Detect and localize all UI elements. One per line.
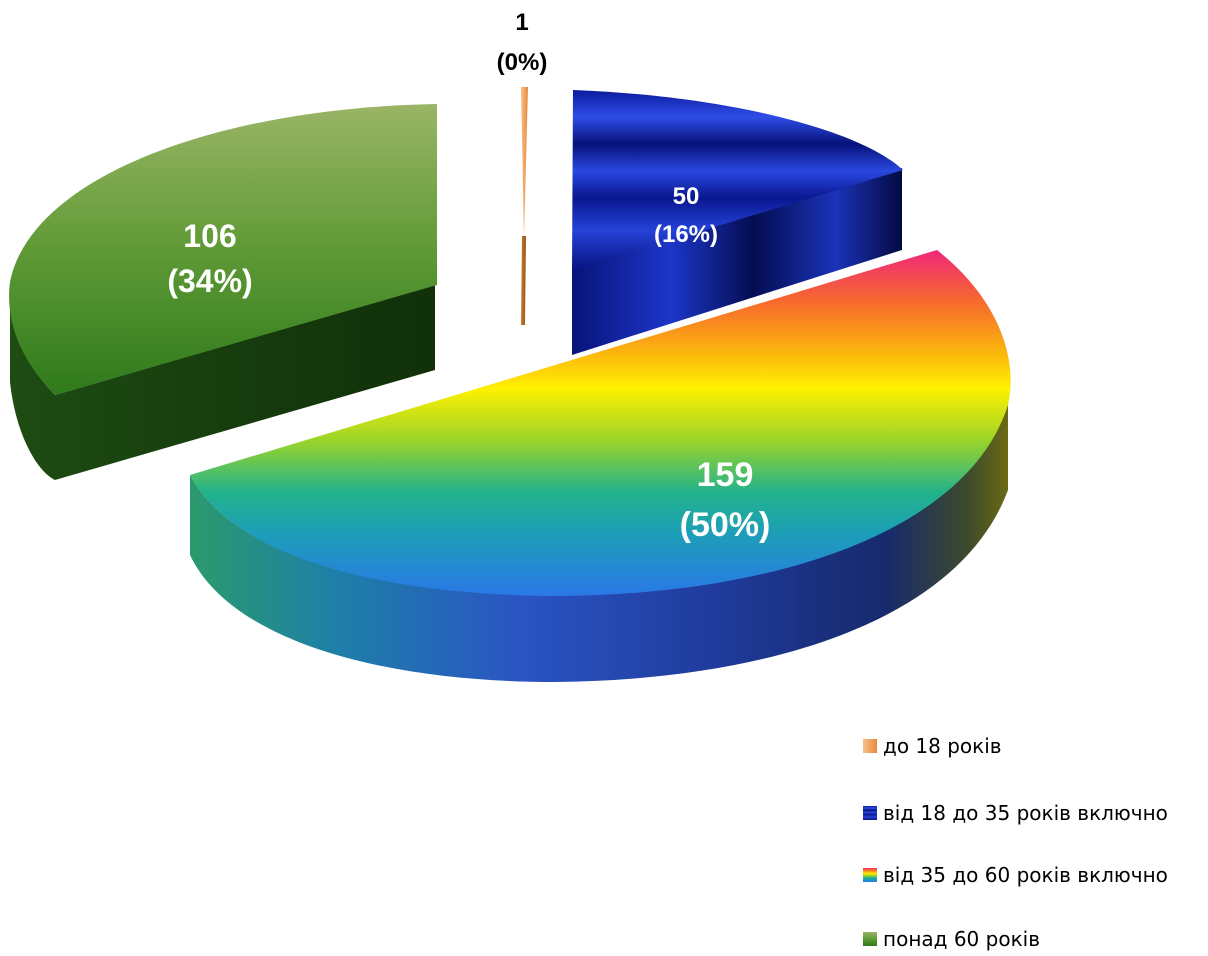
legend-swatch-over-60 — [863, 932, 877, 946]
data-label-over-60-value: 106 — [183, 218, 236, 254]
data-label-under-18-value: 1 — [515, 9, 528, 36]
data-label-35-60-value: 159 — [697, 456, 754, 494]
legend-label-35-60: від 35 до 60 років включно — [883, 863, 1168, 887]
legend-label-under-18: до 18 років — [883, 734, 1002, 758]
pie-slice-under-18 — [521, 87, 528, 325]
pie-slice-18-35-side — [572, 168, 902, 355]
legend-item-35-60: від 35 до 60 років включно — [863, 863, 1168, 887]
legend-swatch-18-35 — [863, 806, 877, 820]
legend-item-over-60: понад 60 років — [863, 927, 1040, 951]
pie-slice-35-60 — [190, 250, 1011, 682]
pie-slice-over-60-top — [9, 104, 437, 395]
legend: до 18 років від 18 до 35 років включно в… — [863, 734, 1168, 951]
pie-slice-under-18-side — [521, 236, 526, 325]
legend-item-under-18: до 18 років — [863, 734, 1002, 758]
pie-slice-18-35 — [572, 90, 903, 355]
legend-swatch-under-18 — [863, 739, 877, 753]
legend-item-18-35: від 18 до 35 років включно — [863, 801, 1168, 825]
legend-label-18-35: від 18 до 35 років включно — [883, 801, 1168, 825]
data-label-under-18-percent: (0%) — [497, 49, 548, 76]
data-label-over-60-percent: (34%) — [167, 263, 252, 299]
pie-slice-18-35-top — [572, 90, 903, 270]
legend-swatch-35-60 — [863, 868, 877, 882]
data-labels: 1 (0%) 50 (16%) 159 (50%) 106 (34%) — [167, 9, 770, 544]
pie-slice-under-18-top — [521, 87, 528, 238]
pie-slice-35-60-side — [190, 400, 1008, 682]
pie-slice-over-60 — [9, 104, 437, 480]
data-label-18-35-value: 50 — [673, 183, 700, 210]
data-label-18-35-percent: (16%) — [654, 221, 718, 248]
data-label-35-60-percent: (50%) — [680, 506, 771, 544]
legend-label-over-60: понад 60 років — [883, 927, 1040, 951]
pie-slice-35-60-top — [190, 250, 1011, 596]
pie-slice-over-60-side — [10, 285, 435, 480]
